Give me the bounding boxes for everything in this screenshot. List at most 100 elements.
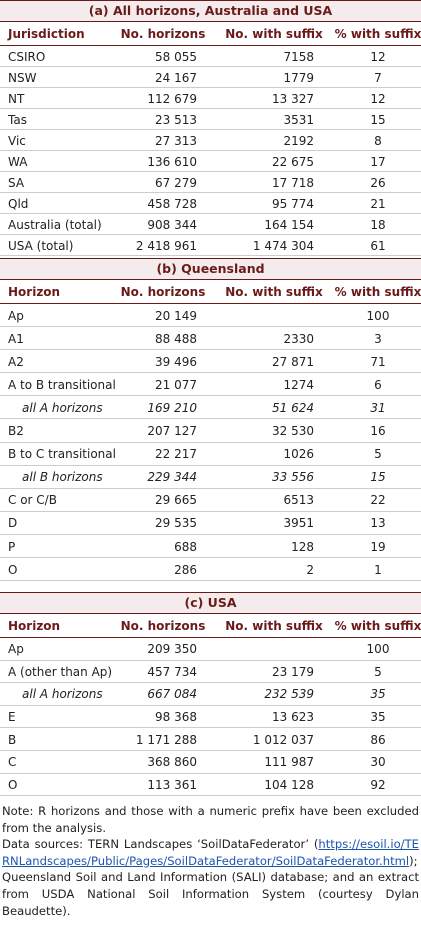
note: Note: R horizons and those with a numeri… xyxy=(2,804,419,835)
cell: A (other than Ap) xyxy=(8,664,113,679)
cell: 100 xyxy=(366,642,390,657)
table-row: B 1 171 288 1 012 037 86 xyxy=(0,728,421,751)
cell: 1 171 288 xyxy=(135,732,197,747)
cell: 88 488 xyxy=(155,331,197,346)
table-row: NSW 24 167 1779 7 xyxy=(0,67,421,88)
cell: 104 128 xyxy=(264,777,314,792)
table-row: B2 207 127 32 530 16 xyxy=(0,420,421,443)
cell: C xyxy=(8,755,17,770)
cell: 1 474 304 xyxy=(252,238,314,253)
cell: 3531 xyxy=(283,112,314,127)
table-row: USA (total) 2 418 961 1 474 304 61 xyxy=(0,235,421,256)
cell: 86 xyxy=(370,732,386,747)
section-title: (c) USA xyxy=(0,592,421,614)
cell: 22 217 xyxy=(155,447,197,462)
cell: NSW xyxy=(8,70,37,85)
cell: 286 xyxy=(174,562,197,577)
cell: 22 xyxy=(370,493,386,508)
cell: O xyxy=(8,562,18,577)
cell: Ap xyxy=(8,308,24,323)
header-row: Jurisdiction No. horizons No. with suffix%… xyxy=(0,22,421,46)
cell: 2192 xyxy=(283,133,314,148)
table-row: A1 88 488 2330 3 xyxy=(0,327,421,351)
cell: Qld xyxy=(8,196,29,211)
cell: Australia (total) xyxy=(8,217,102,232)
cell: 18 xyxy=(370,217,386,232)
cell: 21 xyxy=(370,196,386,211)
table-row: C or C/B 29 665 6513 22 xyxy=(0,489,421,512)
section-title: (b) Queensland xyxy=(0,258,421,280)
cell: 209 350 xyxy=(147,642,197,657)
cell: 23 513 xyxy=(155,112,197,127)
cell: WA xyxy=(8,154,28,169)
cell: 688 xyxy=(174,539,197,554)
cell: A2 xyxy=(8,354,24,369)
cell: 15 xyxy=(370,470,386,485)
cell: 1 xyxy=(374,562,382,577)
cell: 667 084 xyxy=(147,687,197,702)
cell: 30 xyxy=(370,755,386,770)
cell: 20 149 xyxy=(155,308,197,323)
table-row: O 286 2 1 xyxy=(0,558,421,582)
cell: 112 679 xyxy=(147,91,197,106)
cell: NT xyxy=(8,91,25,106)
cell: 31 xyxy=(370,400,386,415)
cell: O xyxy=(8,777,18,792)
cell: 13 327 xyxy=(272,91,314,106)
cell: 1274 xyxy=(283,377,314,392)
cell: 3951 xyxy=(283,516,314,531)
column-header: No. with suffix xyxy=(225,619,323,633)
column-header: No. horizons xyxy=(120,27,206,41)
cell: B2 xyxy=(8,424,24,439)
sources: Data sources: TERN Landscapes ‘SoilDataF… xyxy=(2,836,419,919)
sources-prefix: Data sources: TERN Landscapes ‘SoilDataF… xyxy=(2,837,319,852)
cell: 35 xyxy=(370,687,386,702)
cell: 457 734 xyxy=(147,664,197,679)
cell: 12 xyxy=(370,91,386,106)
column-header: % with suffix xyxy=(334,619,421,633)
table-row: NT 112 679 13 327 12 xyxy=(0,88,421,109)
cell: 3 xyxy=(374,331,382,346)
cell: 39 496 xyxy=(155,354,197,369)
table-row: CSIRO 58 055 7158 12 xyxy=(0,46,421,67)
cell: 58 055 xyxy=(155,49,197,64)
cell: C or C/B xyxy=(8,493,57,508)
cell: all B horizons xyxy=(22,470,103,485)
column-header: % with suffix xyxy=(334,285,421,299)
cell: 458 728 xyxy=(147,196,197,211)
cell: A1 xyxy=(8,331,24,346)
table-row: Ap 209 350 100 xyxy=(0,638,421,661)
table-row: Ap 20 149 100 xyxy=(0,304,421,328)
link[interactable]: https://esoil.io/TERNLandscapes/Public/P… xyxy=(2,837,419,868)
cell: B xyxy=(8,732,17,747)
table-row: SA 67 279 17 718 26 xyxy=(0,172,421,193)
column-header: No. with suffix xyxy=(225,285,323,299)
cell: CSIRO xyxy=(8,49,46,64)
cell: 22 675 xyxy=(272,154,314,169)
sources-suffix: ); Queensland Soil and Land Information … xyxy=(2,853,419,918)
notes: Note: R horizons and those with a numeri… xyxy=(2,803,419,919)
cell: 21 077 xyxy=(155,377,197,392)
cell: 12 xyxy=(370,49,386,64)
cell: 136 610 xyxy=(147,154,197,169)
cell: 29 665 xyxy=(155,493,197,508)
table-row: WA 136 610 22 675 17 xyxy=(0,151,421,172)
column-header: No. horizons xyxy=(120,285,206,299)
cell: 35 xyxy=(370,710,386,725)
table-row: Qld 458 728 95 774 21 xyxy=(0,193,421,214)
header-row: Horizon No. horizons No. with suffix % with… xyxy=(0,280,421,304)
section-title: (a) All horizons, Australia and USA xyxy=(0,0,421,22)
cell: Vic xyxy=(8,133,26,148)
cell: 169 210 xyxy=(147,400,197,415)
cell: 95 774 xyxy=(272,196,314,211)
cell: 207 127 xyxy=(147,424,197,439)
cell: 71 xyxy=(370,354,386,369)
cell: 7 xyxy=(374,70,382,85)
cell: 164 154 xyxy=(264,217,314,232)
cell: 5 xyxy=(374,447,382,462)
cell: 67 279 xyxy=(155,175,197,190)
cell: 1779 xyxy=(283,70,314,85)
cell: P xyxy=(8,539,16,554)
table-row: Vic 27 313 2192 8 xyxy=(0,130,421,151)
table-row: A to B transitional 21 077 1274 6 xyxy=(0,373,421,397)
